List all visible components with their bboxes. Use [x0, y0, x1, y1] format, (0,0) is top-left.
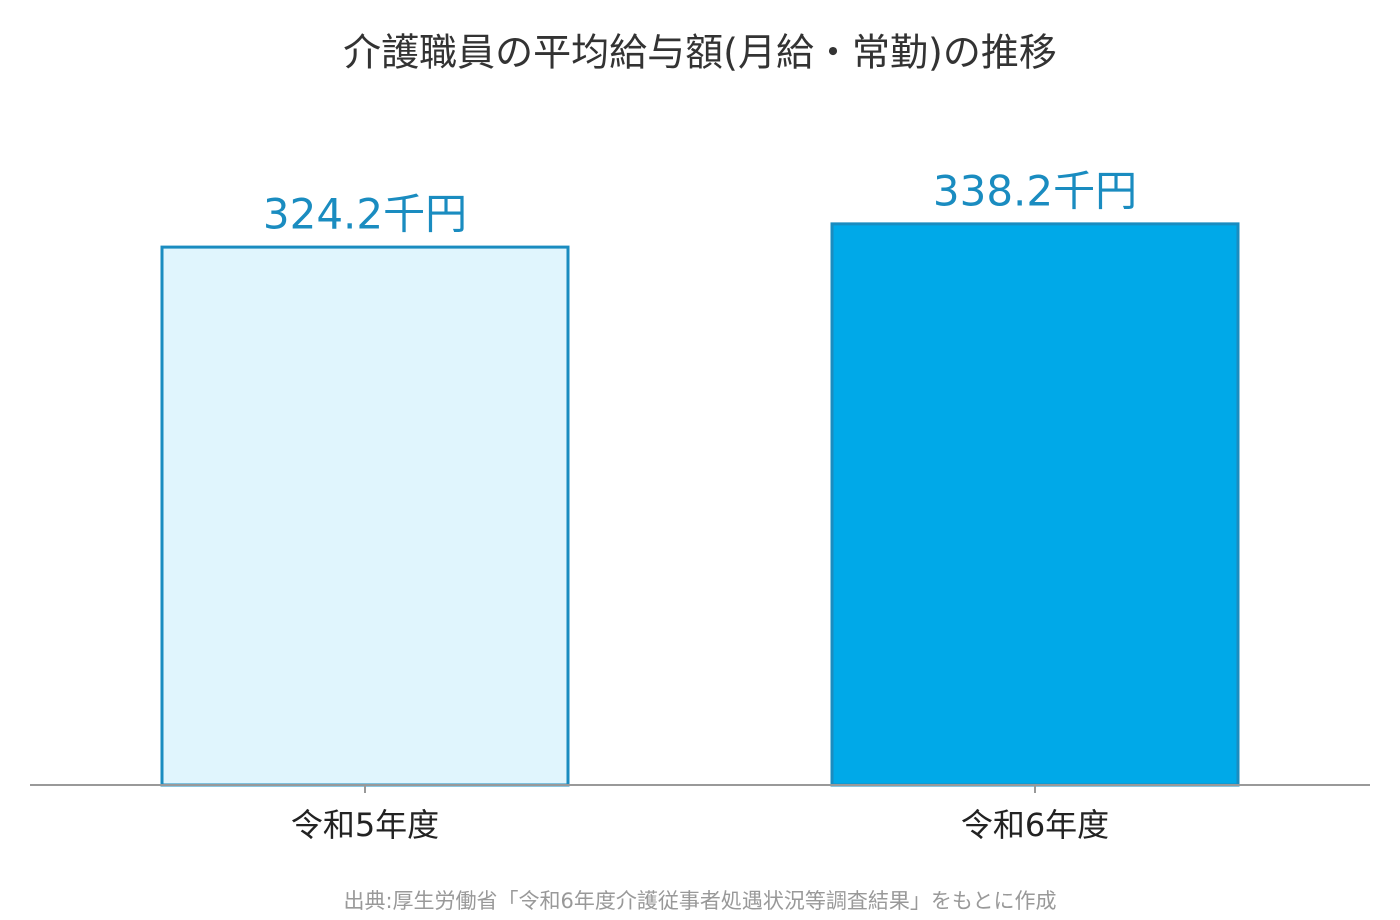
value-label: 338.2千円	[933, 166, 1137, 215]
value-label: 324.2千円	[263, 190, 467, 239]
source-note: 出典:厚生労働省「令和6年度介護従事者処遇状況等調査結果」をもとに作成	[343, 889, 1056, 913]
x-tick-label: 令和5年度	[291, 806, 439, 844]
x-tick-label: 令和6年度	[961, 806, 1109, 844]
bar	[830, 222, 1240, 787]
chart-title: 介護職員の平均給与額(月給・常勤)の推移	[343, 31, 1057, 75]
bar	[160, 245, 570, 787]
